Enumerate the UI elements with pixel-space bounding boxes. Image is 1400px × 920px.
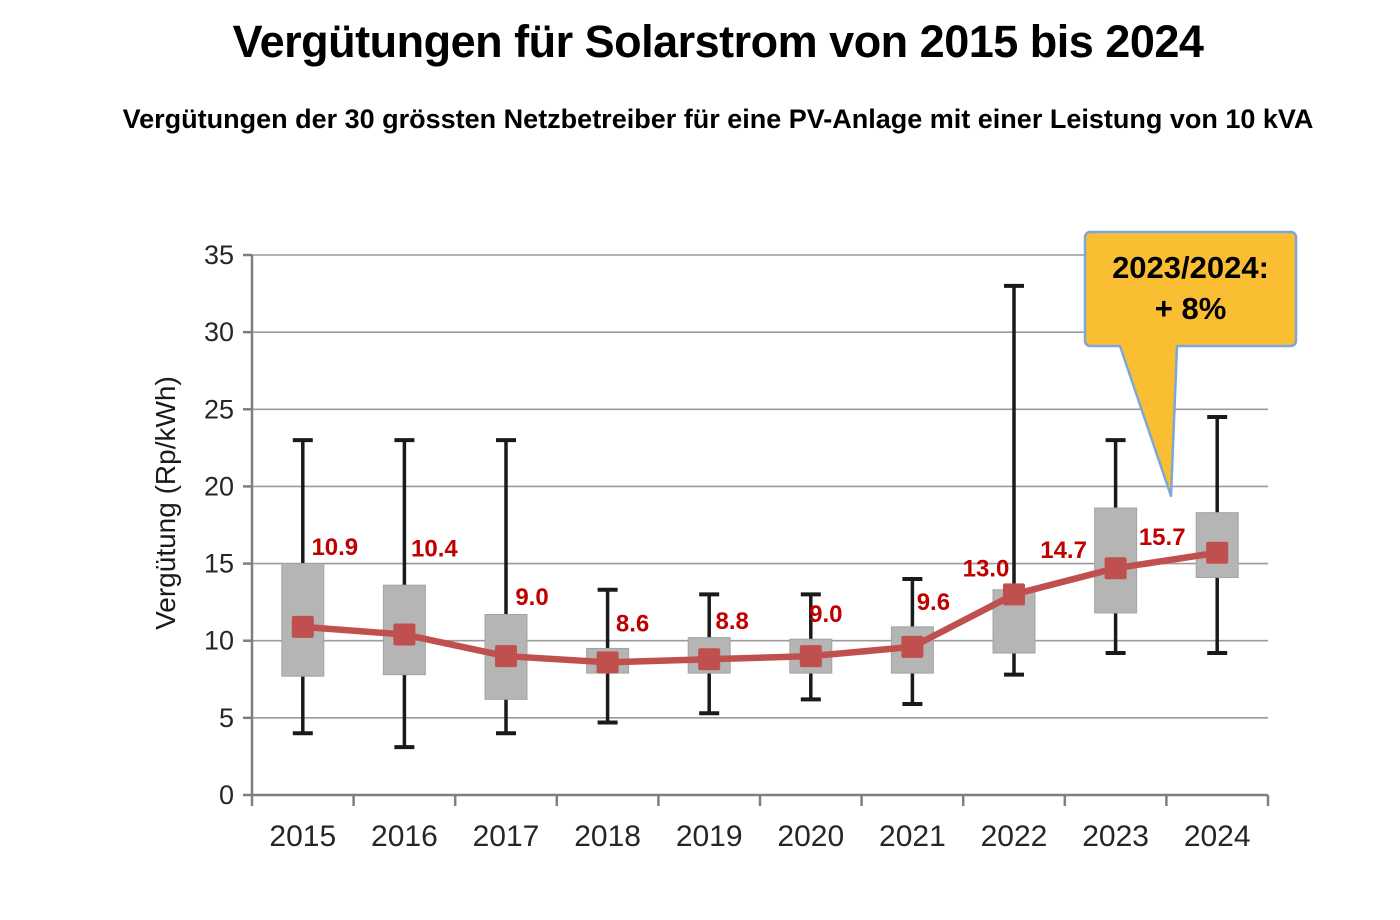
callout-line-1: 2023/2024: xyxy=(1112,250,1269,286)
x-tick-label-2017: 2017 xyxy=(473,820,540,853)
y-tick-label-25: 25 xyxy=(204,394,234,424)
x-tick-label-2015: 2015 xyxy=(269,820,336,853)
mean-marker-2020 xyxy=(799,645,822,668)
x-tick-label-2024: 2024 xyxy=(1184,820,1251,853)
callout-bubble xyxy=(1083,230,1298,498)
mean-label-2024: 15.7 xyxy=(1139,524,1186,551)
mean-label-2017: 9.0 xyxy=(515,584,548,611)
y-tick-label-5: 5 xyxy=(219,703,234,733)
mean-label-2020: 9.0 xyxy=(809,601,842,628)
x-tick-label-2020: 2020 xyxy=(777,820,844,853)
x-tick-label-2018: 2018 xyxy=(574,820,641,853)
mean-line xyxy=(299,549,1221,666)
mean-label-2019: 8.8 xyxy=(716,608,749,635)
x-tick-label-2016: 2016 xyxy=(371,820,438,853)
page-title: Vergütungen für Solarstrom von 2015 bis … xyxy=(232,16,1204,67)
mean-label-2022: 13.0 xyxy=(963,555,1010,582)
x-tick-label-2021: 2021 xyxy=(879,820,946,853)
mean-marker-2021 xyxy=(901,635,924,658)
x-tick-label-2022: 2022 xyxy=(981,820,1048,853)
mean-marker-2022 xyxy=(1003,583,1025,606)
y-tick-label-35: 35 xyxy=(204,240,234,270)
mean-marker-2017 xyxy=(495,645,517,668)
x-tick-label-2019: 2019 xyxy=(676,820,743,853)
y-tick-label-15: 15 xyxy=(204,549,234,579)
y-tick-label-0: 0 xyxy=(219,780,234,810)
y-axis-title: Vergütung (Rp/kWh) xyxy=(150,376,181,630)
mean-label-2015: 10.9 xyxy=(311,534,358,561)
mean-marker-2016 xyxy=(393,623,416,646)
mean-label-2021: 9.6 xyxy=(917,589,950,616)
mean-marker-2018 xyxy=(596,651,619,674)
mean-label-2018: 8.6 xyxy=(616,610,649,637)
mean-marker-2015 xyxy=(291,615,314,638)
x-tick-label-2023: 2023 xyxy=(1082,820,1149,853)
y-tick-label-20: 20 xyxy=(204,471,234,501)
page-subtitle: Vergütungen der 30 grössten Netzbetreibe… xyxy=(122,104,1314,134)
mean-marker-2019 xyxy=(698,648,721,671)
y-tick-label-10: 10 xyxy=(204,626,234,656)
mean-label-2023: 14.7 xyxy=(1040,537,1087,564)
mean-marker-2024 xyxy=(1206,541,1229,564)
callout-line-2: + 8% xyxy=(1154,291,1227,326)
mean-label-2016: 10.4 xyxy=(411,536,458,563)
mean-marker-2023 xyxy=(1104,557,1127,580)
callout-annotation: 2023/2024: + 8% xyxy=(1085,236,1296,342)
y-tick-label-30: 30 xyxy=(204,317,234,347)
